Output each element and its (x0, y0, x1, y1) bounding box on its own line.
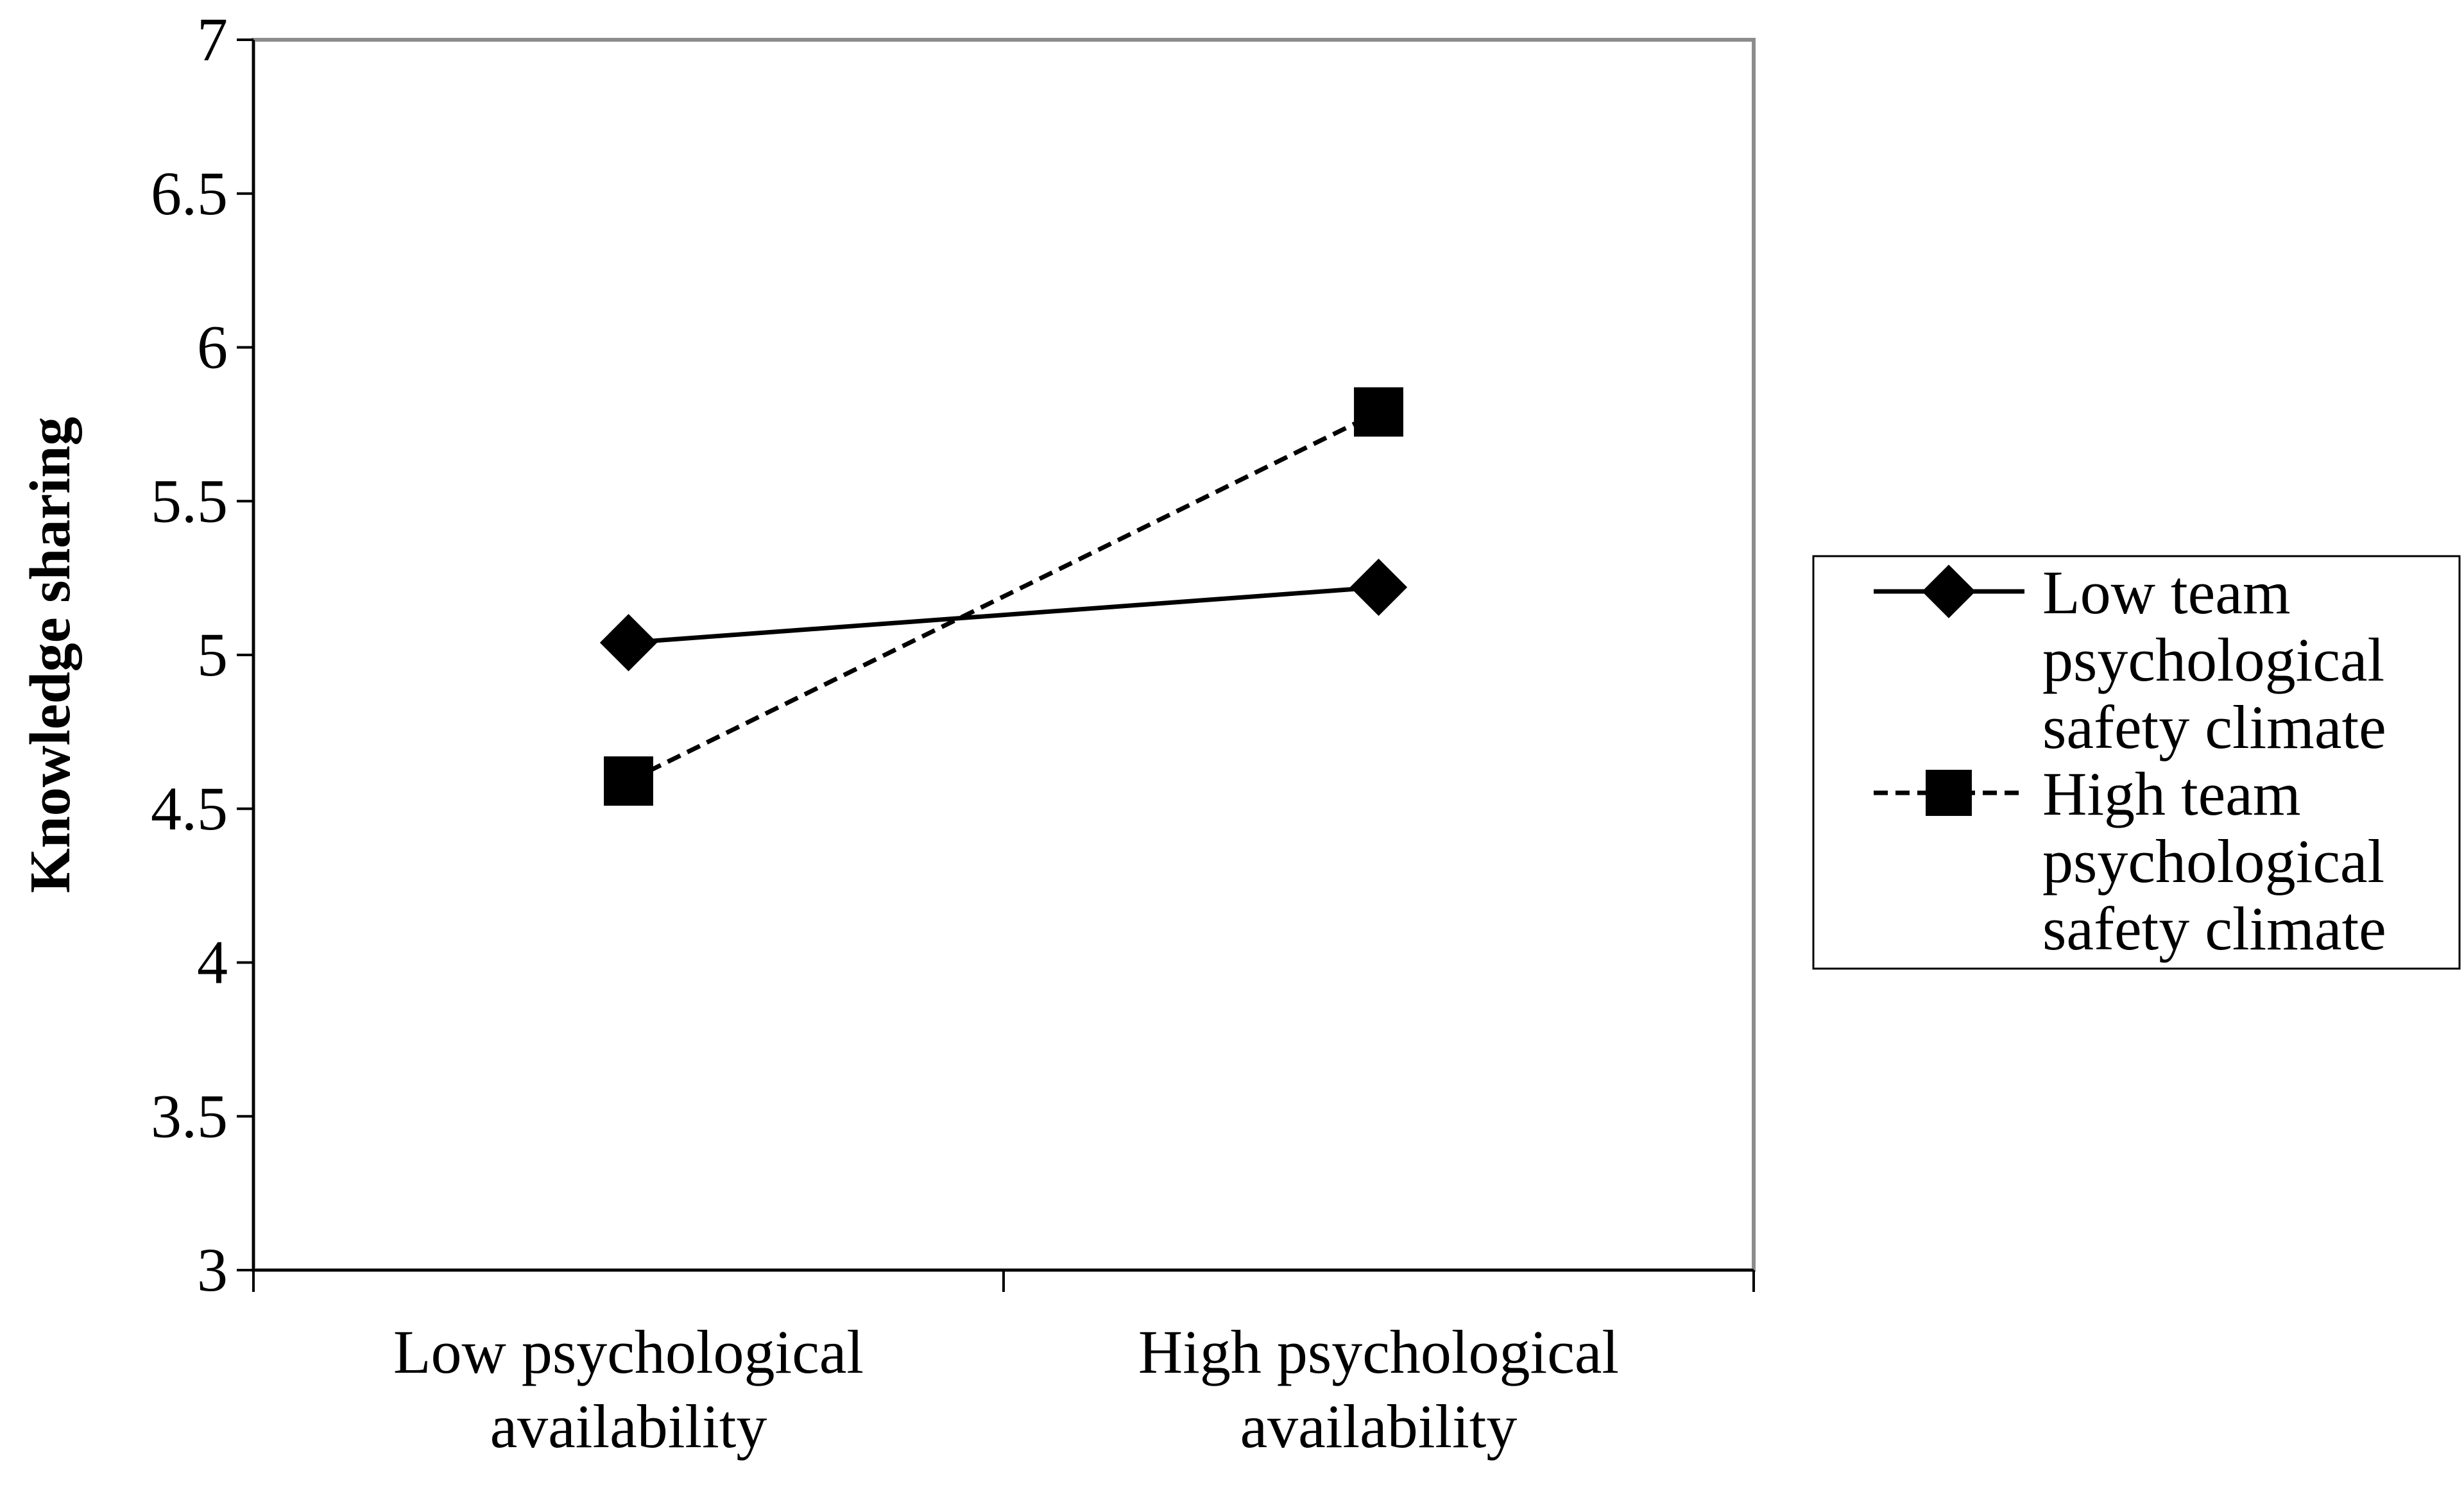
series-layer (599, 387, 1408, 806)
legend-label-line: Low team (2042, 558, 2291, 627)
series-low-team-climate (599, 558, 1408, 672)
data-point-square (1354, 387, 1403, 437)
y-tick-label: 6 (197, 313, 228, 382)
legend-label: High team psychological safety climate (2042, 759, 2386, 963)
data-point-diamond (1349, 558, 1408, 616)
plot-frame (252, 38, 1756, 1272)
x-category-label: Low psychological availability (393, 1318, 864, 1461)
y-tick-label: 4 (197, 928, 228, 997)
y-tick-label: 6.5 (151, 159, 228, 228)
series-high-team-climate (604, 387, 1403, 806)
x-category-label: High psychological availability (1138, 1318, 1619, 1461)
legend-entry: High team psychological safety climate (1874, 759, 2386, 963)
legend-label-line: psychological (2042, 827, 2384, 895)
data-point-square (604, 756, 653, 806)
legend-marker-square (1926, 770, 1972, 816)
legend-box (1812, 555, 2461, 970)
series-line (628, 585, 1379, 645)
legend-label: Low team psychological safety climate (2042, 558, 2386, 761)
x-category-label-line: High psychological (1138, 1318, 1619, 1386)
legend-label-line: safety climate (2042, 693, 2386, 761)
legend-label-line: High team (2042, 759, 2301, 828)
x-category-label-line: Low psychological (393, 1318, 864, 1386)
legend-label-line: psychological (2042, 625, 2384, 694)
legend: Low team psychological safety climateHigh … (1812, 555, 2461, 970)
legend-label-line: safety climate (2042, 894, 2386, 963)
x-category-label-line: availability (490, 1392, 767, 1461)
y-axis-title: Knowledge sharing (19, 417, 82, 894)
y-tick-label: 5 (197, 620, 228, 689)
y-tick-label: 3.5 (151, 1082, 228, 1150)
legend-entry: Low team psychological safety climate (1874, 558, 2386, 761)
data-point-diamond (599, 614, 658, 672)
x-category-label-line: availability (1240, 1392, 1518, 1461)
plot-area (252, 38, 1756, 1272)
legend-marker-diamond (1922, 564, 1976, 618)
y-tick-label: 7 (197, 5, 228, 74)
series-line (627, 410, 1380, 783)
y-tick-label: 5.5 (151, 466, 228, 535)
y-tick-label: 3 (197, 1235, 228, 1304)
y-tick-label: 4.5 (151, 774, 228, 843)
y-axis: 3 3.5 4 4.5 5 5.5 6 6.5 7 (151, 5, 255, 1304)
